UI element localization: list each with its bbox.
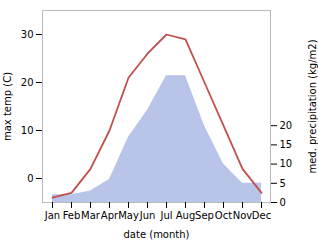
svg-text:10: 10 bbox=[280, 158, 293, 169]
svg-text:med. precipitation (kg/m2): med. precipitation (kg/m2) bbox=[307, 39, 318, 173]
svg-text:Jan: Jan bbox=[44, 210, 60, 221]
svg-text:max temp (C): max temp (C) bbox=[2, 72, 13, 141]
svg-text:May: May bbox=[118, 210, 139, 221]
svg-text:Feb: Feb bbox=[63, 210, 81, 221]
svg-text:Aug: Aug bbox=[176, 210, 196, 221]
svg-text:0: 0 bbox=[27, 173, 33, 184]
svg-text:Apr: Apr bbox=[101, 210, 119, 221]
svg-text:Jun: Jun bbox=[139, 210, 156, 221]
svg-text:20: 20 bbox=[21, 77, 34, 88]
svg-text:0: 0 bbox=[280, 197, 286, 208]
svg-text:Jul: Jul bbox=[159, 210, 172, 221]
svg-text:30: 30 bbox=[21, 29, 34, 40]
svg-text:20: 20 bbox=[280, 120, 293, 131]
svg-text:10: 10 bbox=[21, 125, 34, 136]
svg-text:5: 5 bbox=[280, 178, 286, 189]
svg-text:15: 15 bbox=[280, 139, 293, 150]
svg-text:Dec: Dec bbox=[252, 210, 271, 221]
svg-text:date (month): date (month) bbox=[124, 229, 190, 240]
svg-text:Nov: Nov bbox=[233, 210, 253, 221]
svg-text:Mar: Mar bbox=[81, 210, 101, 221]
svg-text:Sep: Sep bbox=[195, 210, 214, 221]
svg-text:Oct: Oct bbox=[215, 210, 232, 221]
